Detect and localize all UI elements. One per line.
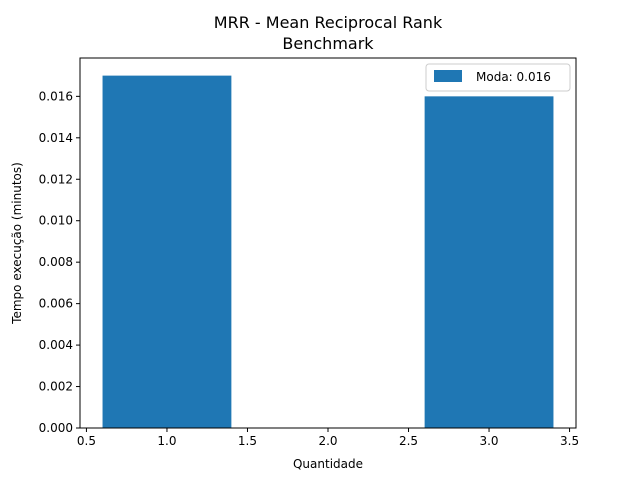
y-tick-label: 0.004 [39, 338, 73, 352]
x-tick-label: 2.0 [318, 434, 337, 448]
chart-title-line-2: Benchmark [282, 34, 374, 53]
x-tick-label: 1.5 [238, 434, 257, 448]
chart-title-line-1: MRR - Mean Reciprocal Rank [214, 13, 443, 32]
legend: Moda: 0.016 [425, 63, 571, 92]
x-tick-label: 3.0 [479, 434, 498, 448]
x-tick-label: 3.5 [560, 434, 579, 448]
y-tick-label: 0.010 [39, 214, 73, 228]
y-axis-ticks: 0.000 0.002 0.004 0.006 0.008 0.010 0.012 0.014… [39, 89, 80, 435]
x-axis-label: Quantidade [293, 457, 363, 471]
y-tick-label: 0.002 [39, 380, 73, 394]
y-tick-label: 0.014 [39, 131, 73, 145]
legend-swatch [434, 70, 462, 82]
y-tick-label: 0.008 [39, 255, 73, 269]
x-tick-label: 2.5 [399, 434, 418, 448]
bars-group [102, 75, 554, 428]
x-axis-ticks: 0.5 1.0 1.5 2.0 2.5 3.0 3.5 [77, 428, 579, 448]
y-tick-label: 0.012 [39, 172, 73, 186]
x-tick-label: 1.0 [157, 434, 176, 448]
bar [102, 75, 232, 428]
legend-label: Moda: 0.016 [476, 70, 551, 84]
bar [424, 96, 554, 428]
y-tick-label: 0.016 [39, 89, 73, 103]
y-axis-label: Tempo execução (minutos) [10, 162, 24, 325]
y-tick-label: 0.000 [39, 421, 73, 435]
x-tick-label: 0.5 [77, 434, 96, 448]
y-tick-label: 0.006 [39, 297, 73, 311]
plot-frame [79, 57, 577, 429]
